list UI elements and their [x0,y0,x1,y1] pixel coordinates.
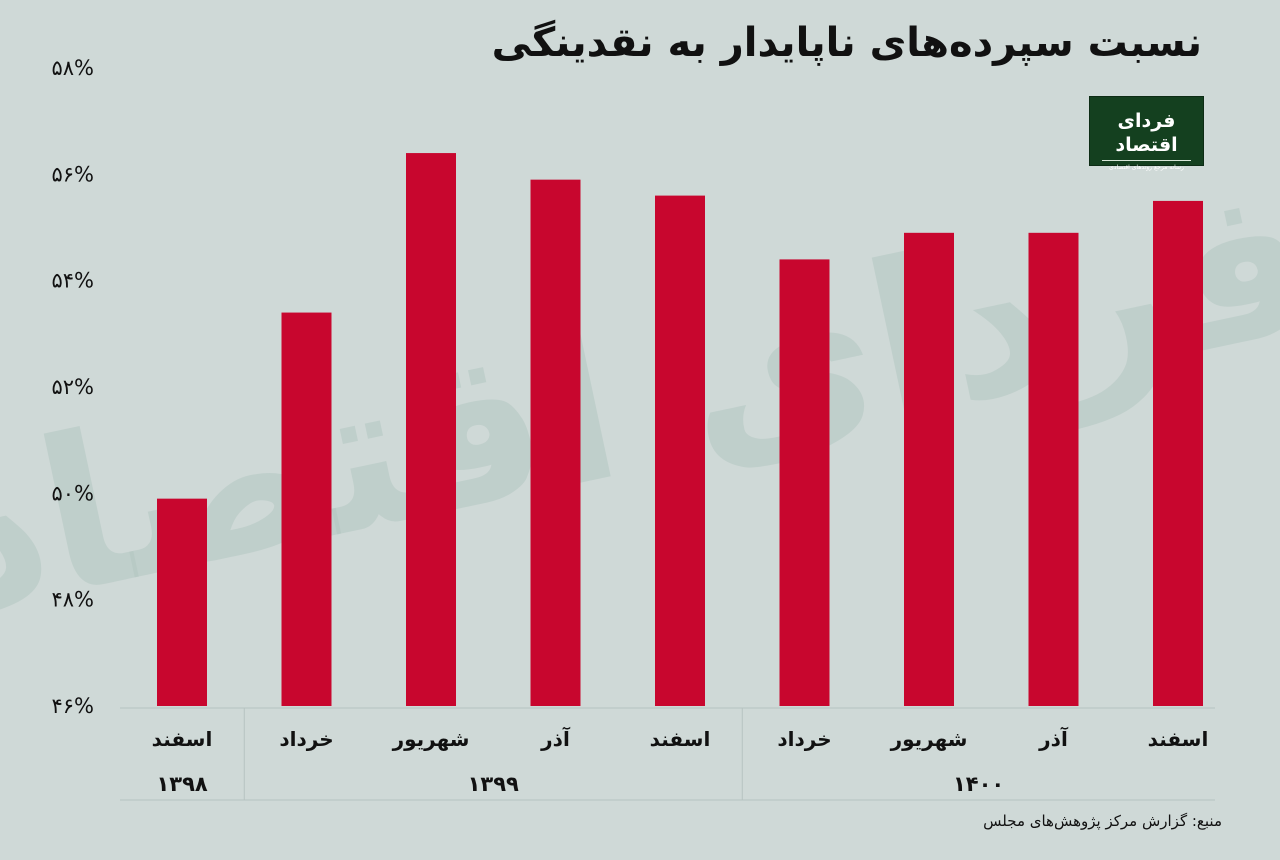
year-label: ۱۴۰۰ [953,772,1004,796]
bar-7 [904,232,954,707]
x-tick-label: اسفند [1148,727,1209,751]
bar-3 [406,153,456,707]
x-tick-label: آذر [1038,726,1069,751]
x-axis-year-labels: ۱۳۹۸ ۱۳۹۹ ۱۴۰۰ [156,772,1004,796]
logo-name: فردای اقتصاد [1115,110,1178,156]
x-tick-label: شهریور [392,727,470,751]
y-tick-label: ۵۴% [51,269,94,293]
bar-6 [779,259,830,706]
y-tick-label: ۵۶% [51,162,94,186]
axis-lines [120,707,1215,801]
brand-logo: فردای اقتصاد رسانه مرجع روندهای اقتصادی [1089,96,1204,171]
bar-5 [655,195,705,706]
y-axis-tick-labels: ۴۶% ۴۸% ۵۰% ۵۲% ۵۴% ۵۶% ۵۸% [51,56,94,718]
bars [157,153,1203,707]
x-tick-label: خرداد [777,727,831,751]
bar-9 [1153,200,1203,706]
y-tick-label: ۴۶% [51,694,94,718]
x-tick-label: خرداد [279,727,333,751]
y-tick-label: ۵۸% [51,56,94,80]
chart-title: نسبت سپرده‌های ناپایدار به نقدینگی [491,20,1202,66]
source-note: منبع: گزارش مرکز پژوهش‌های مجلس [983,812,1222,830]
y-tick-label: ۵۰% [51,481,94,505]
bar-8 [1028,232,1079,707]
year-label: ۱۳۹۹ [468,772,519,796]
logo-divider [1102,160,1191,161]
y-tick-label: ۴۸% [51,588,94,612]
bar-2 [281,312,332,706]
y-tick-label: ۵۲% [51,375,94,399]
bar-1 [157,498,207,706]
year-label: ۱۳۹۸ [156,772,207,796]
x-tick-label: آذر [540,726,571,751]
bar-4 [530,179,581,706]
x-tick-label: اسفند [152,727,213,751]
logo-tagline: رسانه مرجع روندهای اقتصادی [1109,164,1184,171]
x-tick-label: اسفند [650,727,711,751]
x-axis-month-labels: اسفند خرداد شهریور آذر اسفند خرداد شهریور آذر اس… [152,726,1209,751]
x-tick-label: شهریور [890,727,968,751]
